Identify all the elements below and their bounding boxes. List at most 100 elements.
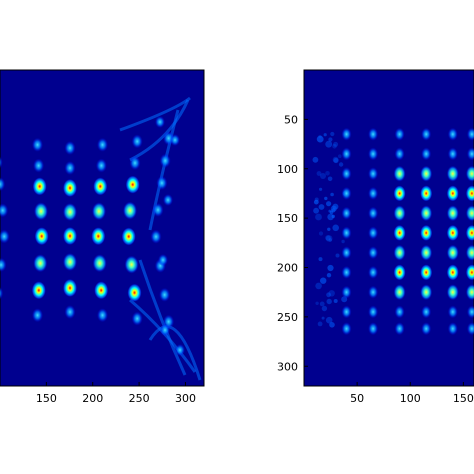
- left-spot: [131, 311, 143, 326]
- right-haze: [332, 156, 339, 163]
- right-haze: [324, 196, 328, 201]
- right-spot: [341, 285, 352, 299]
- right-y-tick-label-150: 150: [277, 212, 298, 225]
- right-haze: [319, 187, 323, 191]
- left-spot: [97, 308, 108, 323]
- right-haze: [319, 301, 325, 307]
- right-spot: [447, 147, 458, 161]
- right-panel: 50 100 150 50 100 150 200 250 300: [277, 69, 474, 405]
- right-spot: [368, 167, 379, 181]
- right-spot: [420, 264, 433, 281]
- right-spot: [368, 285, 379, 299]
- left-spot: [0, 156, 3, 169]
- left-spot: [32, 308, 43, 323]
- right-haze: [333, 299, 338, 303]
- right-haze: [338, 154, 342, 158]
- left-spot: [92, 254, 107, 273]
- right-spot: [447, 305, 458, 319]
- right-spot: [465, 185, 474, 202]
- left-spot: [32, 137, 43, 152]
- right-spot: [466, 305, 474, 319]
- right-haze: [316, 171, 322, 176]
- right-haze: [341, 239, 345, 244]
- right-haze: [325, 316, 333, 324]
- right-spot: [446, 205, 459, 222]
- right-spot: [394, 147, 405, 161]
- right-spot: [420, 185, 433, 202]
- left-spot: [159, 287, 171, 302]
- right-haze: [326, 201, 332, 207]
- right-spot: [368, 322, 379, 336]
- right-spot: [421, 322, 432, 336]
- left-spot: [91, 227, 106, 246]
- right-spot: [368, 147, 379, 161]
- right-y-tick-label-200: 200: [277, 262, 298, 275]
- right-haze: [329, 322, 335, 328]
- right-haze: [333, 157, 339, 164]
- right-spot: [420, 165, 433, 182]
- right-haze: [315, 301, 319, 305]
- right-haze: [326, 292, 331, 298]
- left-spot: [64, 305, 76, 319]
- left-x-tick-label-200: 200: [82, 392, 103, 405]
- right-spot: [447, 322, 458, 336]
- right-haze: [321, 305, 328, 312]
- left-spot: [92, 202, 106, 221]
- right-haze: [332, 224, 340, 232]
- right-haze: [333, 141, 339, 147]
- right-spot: [465, 284, 474, 301]
- right-haze: [313, 199, 319, 205]
- right-haze: [332, 203, 339, 210]
- left-spot: [34, 227, 49, 246]
- right-spot: [446, 264, 459, 281]
- right-spot: [341, 167, 352, 181]
- left-spot: [64, 141, 76, 155]
- right-spot: [465, 244, 474, 261]
- right-spot: [368, 265, 379, 279]
- left-panel: 150 200 250 300: [0, 69, 205, 405]
- right-spot: [393, 264, 406, 281]
- left-spot: [93, 177, 108, 196]
- right-spot: [393, 185, 406, 202]
- right-spot: [393, 244, 406, 261]
- right-haze: [325, 235, 331, 241]
- left-plot-area: [0, 69, 205, 387]
- left-spot: [63, 203, 77, 221]
- right-spot: [465, 264, 474, 281]
- left-spot: [34, 202, 48, 221]
- left-edge-spot: [155, 116, 165, 128]
- right-haze: [325, 140, 333, 148]
- left-edge-spot: [170, 134, 180, 146]
- right-haze: [328, 137, 333, 142]
- left-spot: [94, 281, 109, 300]
- left-edge-spot: [158, 254, 168, 266]
- right-spot: [420, 244, 433, 261]
- right-haze: [318, 231, 324, 236]
- right-spot: [393, 224, 406, 241]
- left-spot: [63, 227, 77, 245]
- right-spot: [393, 205, 406, 222]
- left-spot: [159, 153, 171, 168]
- right-spot: [368, 305, 379, 319]
- right-spot: [341, 127, 352, 141]
- right-haze: [328, 238, 332, 242]
- left-spot: [150, 229, 162, 244]
- right-spot: [368, 206, 379, 220]
- right-haze: [325, 171, 330, 176]
- left-spot: [63, 179, 77, 197]
- right-spot: [393, 284, 406, 301]
- right-y-tick-label-50: 50: [284, 113, 298, 126]
- right-haze: [318, 204, 325, 210]
- left-spot: [0, 177, 6, 192]
- right-haze: [320, 173, 326, 179]
- right-spot: [466, 322, 474, 336]
- left-spot: [152, 202, 164, 217]
- left-spot: [121, 227, 136, 246]
- right-spot: [465, 224, 474, 241]
- right-spot: [394, 322, 405, 336]
- right-spot: [446, 185, 459, 202]
- right-haze: [318, 257, 323, 262]
- right-spot: [420, 224, 433, 241]
- left-spot: [33, 158, 45, 173]
- left-spot: [33, 254, 48, 273]
